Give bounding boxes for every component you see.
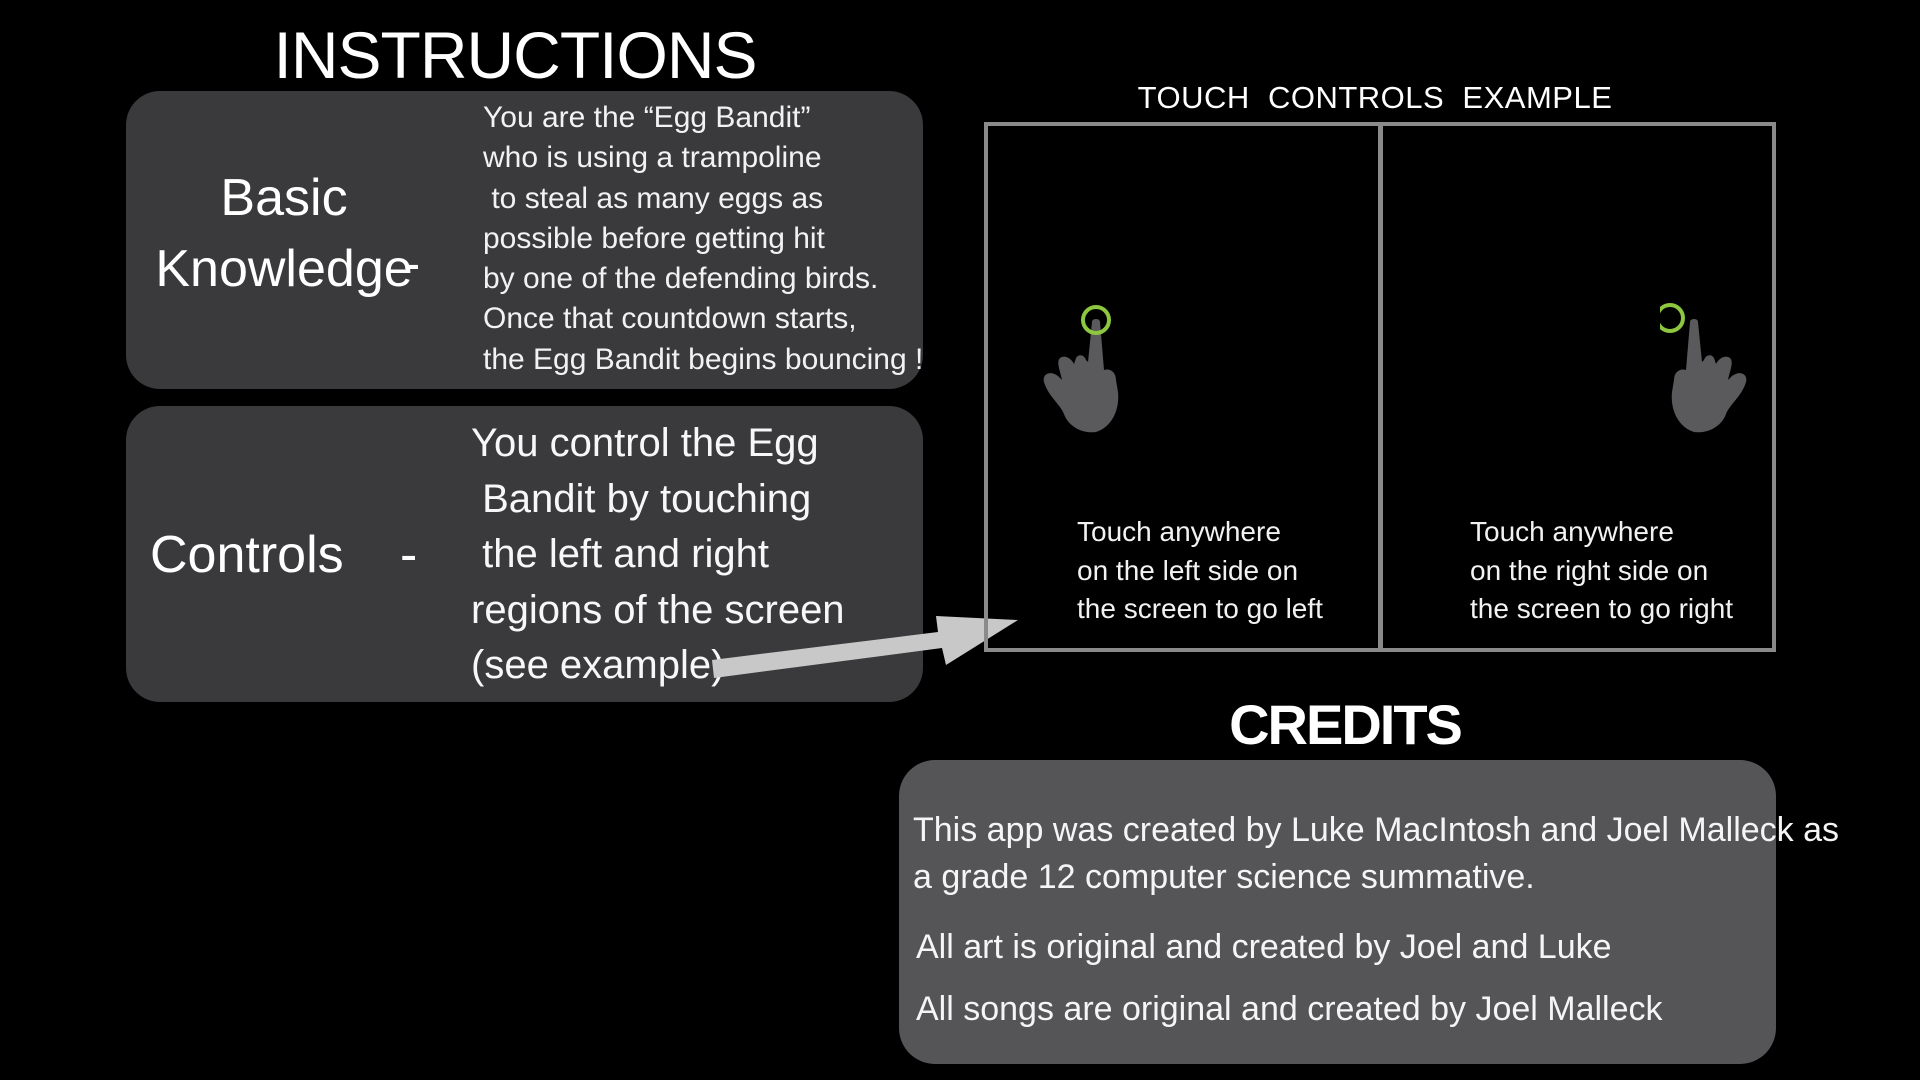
basic-desc-line: by one of the defending birds. — [483, 262, 879, 296]
instructions-title: INSTRUCTIONS — [273, 18, 758, 92]
controls-desc-line: You control the Egg — [471, 421, 819, 465]
hand-pointer-icon — [1660, 303, 1747, 433]
touch-left-instructions: Touch anywhere on the left side on the s… — [1077, 513, 1323, 629]
controls-desc-line: (see example) — [471, 643, 725, 687]
basic-knowledge-panel — [126, 91, 923, 389]
basic-desc-line: Once that countdown starts, — [483, 302, 857, 336]
credits-line: a grade 12 computer science summative. — [913, 858, 1535, 896]
basic-knowledge-description: You are the “Egg Bandit” who is using a … — [483, 98, 923, 380]
hand-pointer-icon — [1043, 305, 1119, 433]
basic-desc-line: the Egg Bandit begins bouncing ! — [483, 342, 924, 376]
basic-desc-line: possible before getting hit — [483, 221, 825, 255]
basic-desc-line: who is using a trampoline — [483, 141, 822, 175]
basic-knowledge-dash: - — [403, 235, 421, 293]
credits-panel — [899, 760, 1776, 1064]
credits-title: CREDITS — [1229, 693, 1463, 756]
controls-desc-line: regions of the screen — [471, 587, 845, 632]
controls-desc-line: the left and right — [471, 532, 769, 576]
basic-desc-line: You are the “Egg Bandit” — [483, 101, 811, 134]
touch-left-line: the screen to go left — [1077, 593, 1323, 624]
controls-description: You control the Egg Bandit by touching t… — [471, 416, 845, 694]
basic-knowledge-label: Basic Knowledge — [134, 163, 434, 305]
controls-desc-line: Bandit by touching — [471, 476, 812, 521]
touch-right-instructions: Touch anywhere on the right side on the … — [1470, 513, 1733, 629]
touch-left-line: on the left side on — [1077, 554, 1299, 586]
touch-controls-title: TOUCH CONTROLS EXAMPLE — [1137, 80, 1613, 115]
basic-label-line1: Basic — [220, 169, 348, 227]
credits-line: All art is original and created by Joel … — [916, 928, 1612, 966]
touch-right-line: the screen to go right — [1470, 593, 1734, 624]
credits-line: All songs are original and created by Jo… — [916, 990, 1663, 1028]
touch-controls-divider — [1378, 122, 1383, 652]
basic-label-line2: Knowledge — [155, 240, 413, 298]
arrow-right-icon — [712, 616, 1018, 678]
touch-right-line: on the right side on — [1470, 554, 1709, 586]
credits-line: This app was created by Luke MacIntosh a… — [913, 811, 1840, 849]
basic-desc-line: to steal as many eggs as — [483, 181, 824, 215]
touch-right-line: Touch anywhere — [1470, 516, 1674, 547]
controls-dash: - — [400, 526, 418, 584]
controls-label: Controls — [150, 526, 344, 584]
touch-left-line: Touch anywhere — [1077, 516, 1281, 547]
